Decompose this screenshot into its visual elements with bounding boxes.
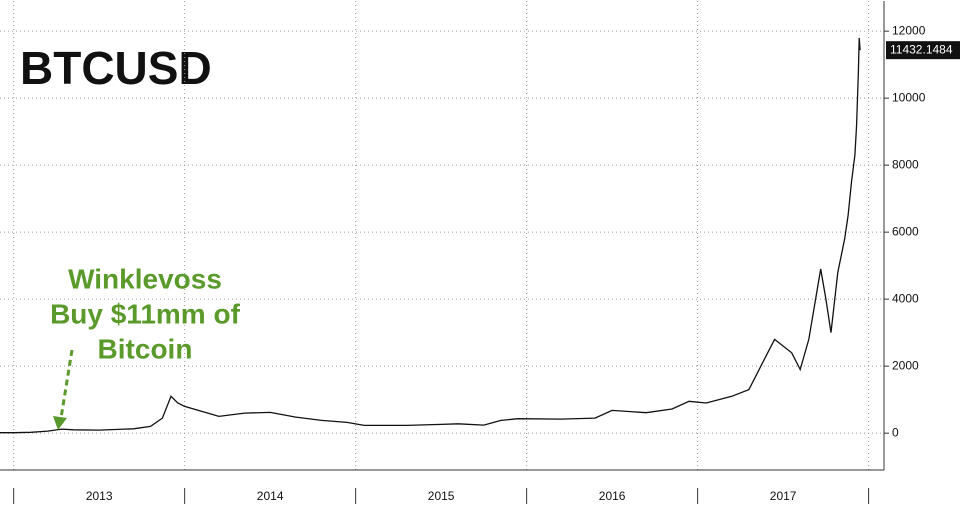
last-value-box [886,41,960,60]
x-tick-label: 2015 [428,489,455,503]
x-tick-label: 2017 [770,489,797,503]
y-tick-label: 0 [892,425,899,439]
y-tick-label: 8000 [892,157,919,171]
annotation: Bitcoin [98,333,193,364]
y-tick-label: 2000 [892,358,919,372]
y-tick-label: 6000 [892,224,919,238]
x-tick-label: 2016 [599,489,626,503]
y-tick-label: 4000 [892,291,919,305]
annotation-arrowhead [53,416,67,430]
last-value-label: 11432.1484 [890,42,953,56]
chart-title: BTCUSD [20,42,212,94]
price-line [0,37,861,434]
annotation: Buy $11mm of [50,298,241,329]
annotation: Winklevoss [68,263,222,294]
x-tick-label: 2013 [86,489,113,503]
annotation-arrow [59,349,74,419]
y-tick-label: 12000 [892,23,926,37]
y-tick-label: 10000 [892,90,926,104]
x-tick-label: 2014 [257,489,284,503]
